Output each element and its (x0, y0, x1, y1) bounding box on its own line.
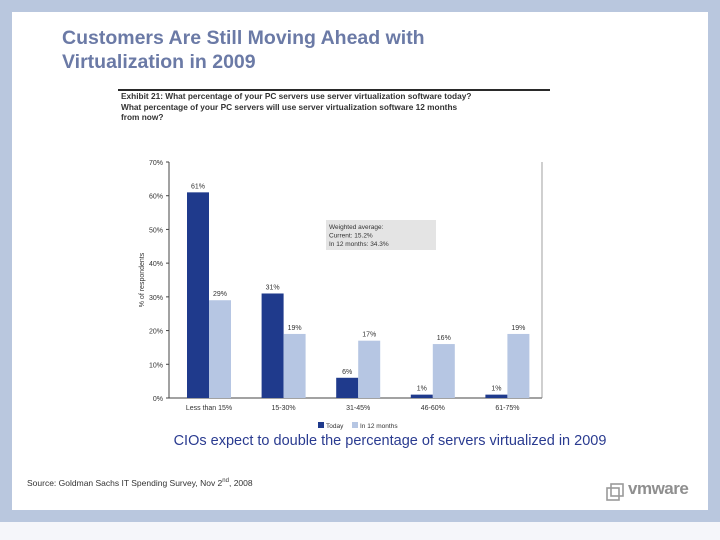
y-tick-label: 70% (149, 160, 163, 167)
x-tick-label: 61-75% (495, 405, 519, 412)
bar-data-label: 1% (491, 386, 501, 393)
bottom-bar (0, 522, 720, 540)
bar-data-label: 16% (437, 335, 451, 342)
slide-title-line1: Customers Are Still Moving Ahead with (62, 27, 425, 49)
y-axis-label: % of respondents (139, 252, 146, 307)
vmware-logo: vmware (606, 479, 702, 505)
bar-today (485, 394, 508, 398)
bar-chart: 0% 10% 20% 30% 40% 50% 60% 70% % of respondents 6… (139, 160, 543, 430)
bar-in-12-months (507, 333, 530, 398)
bar-data-label: 19% (288, 325, 302, 332)
y-tick-label: 10% (149, 362, 163, 369)
bar-data-label: 29% (213, 291, 227, 298)
x-tick-label: 31-45% (346, 405, 370, 412)
x-tick-label: Less than 15% (186, 405, 232, 412)
bar-in-12-months (432, 344, 455, 398)
source-prefix: Source: Goldman Sachs IT Spending Survey… (27, 478, 223, 488)
annotation-text: Weighted average: (329, 224, 384, 231)
bar-data-label: 17% (362, 332, 376, 339)
vmware-logo-icon (606, 483, 624, 501)
slide-title: Customers Are Still Moving Ahead with Vi… (62, 26, 548, 74)
chart-title-line1: Exhibit 21: What percentage of your PC s… (121, 91, 472, 101)
vmware-logo-text: vmware (628, 479, 689, 498)
slide (12, 12, 708, 510)
annotation-text: In 12 months: 34.3% (329, 241, 389, 248)
y-tick-label: 0% (153, 396, 163, 403)
bar-data-label: 1% (417, 386, 427, 393)
source-sup: nd (222, 478, 229, 485)
bar-data-label: 31% (266, 284, 280, 291)
legend-label: Today (326, 423, 344, 430)
y-tick-label: 50% (149, 227, 163, 234)
bar-today (187, 192, 209, 398)
slide-subtitle: CIOs expect to double the percentage of … (173, 433, 607, 449)
chart-title: Exhibit 21: What percentage of your PC s… (121, 91, 561, 123)
slide-title-line2: Virtualization in 2009 (62, 51, 256, 73)
legend-swatch (352, 422, 358, 428)
bar-in-12-months (358, 340, 381, 398)
y-tick-label: 40% (149, 261, 163, 268)
y-tick-label: 60% (149, 194, 163, 201)
bar-in-12-months (209, 300, 231, 398)
bar-data-label: 6% (342, 369, 352, 376)
annotation-text: Current: 15.2% (329, 233, 373, 240)
y-tick-label: 30% (149, 295, 163, 302)
bar-data-label: 19% (511, 325, 525, 332)
bar-in-12-months (283, 333, 306, 398)
source-suffix: , 2008 (228, 478, 253, 488)
bar-today (336, 377, 359, 398)
bar-today (261, 293, 284, 398)
bar-data-label: 61% (191, 183, 205, 190)
chart-title-line3: from now? (121, 112, 164, 122)
legend-label: In 12 months (360, 423, 398, 430)
annotation-box (326, 220, 436, 250)
bar-today (410, 394, 433, 398)
chart-title-line2: What percentage of your PC servers will … (121, 101, 458, 112)
y-tick-label: 20% (149, 329, 163, 336)
legend-swatch (318, 422, 324, 428)
x-tick-label: 46-60% (421, 405, 445, 412)
exhibit-rule (118, 89, 550, 91)
source-note: Source: Goldman Sachs IT Spending Survey… (27, 478, 253, 488)
x-tick-label: 15-30% (272, 405, 296, 412)
